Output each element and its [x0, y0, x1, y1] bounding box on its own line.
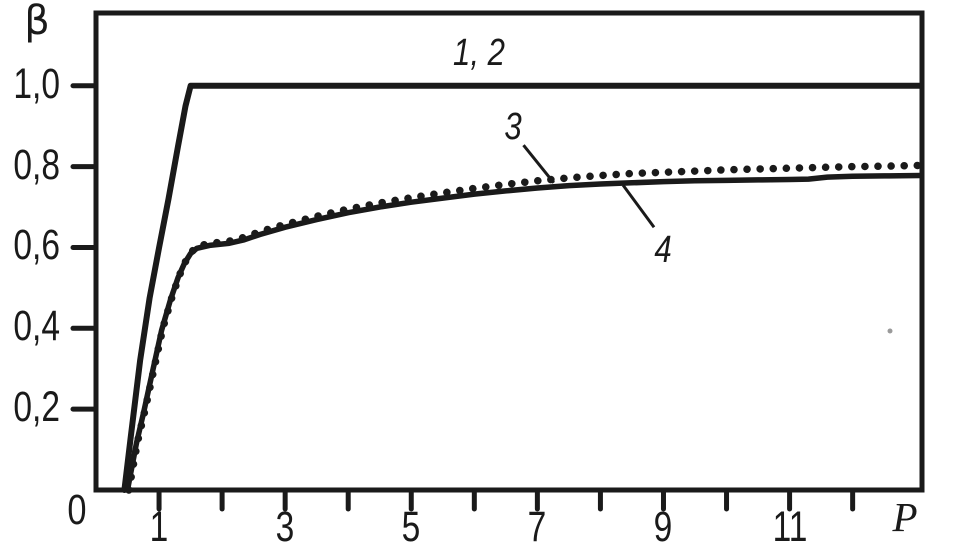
x-tick-label-9: 9	[654, 503, 673, 551]
y-tick-label-0-6: 0,6	[13, 221, 61, 270]
plot-frame	[93, 10, 925, 493]
y-tick-label-0-2: 0,2	[13, 383, 61, 432]
x-tick-label-5: 5	[401, 503, 421, 551]
origin-tick-label: 0	[67, 486, 87, 534]
x-tick-label-3: 3	[275, 503, 295, 551]
leader-line-4	[621, 184, 656, 229]
y-tick-label-0-4: 0,4	[13, 302, 61, 351]
y-axis-title: β	[24, 0, 50, 44]
scan-speck	[887, 328, 893, 334]
x-axis-title: P	[892, 494, 918, 540]
series-curve-1-2	[121, 82, 924, 493]
series-curve-4	[124, 172, 924, 493]
y-tick-label-1: 1,0	[13, 59, 61, 108]
curve-label-3: 3	[504, 106, 523, 149]
curve-label-4: 4	[654, 229, 673, 272]
y-tick-label-0-8: 0,8	[13, 140, 61, 189]
x-tick-label-11: 11	[772, 503, 807, 551]
curve-label-1-2: 1, 2	[452, 32, 505, 75]
series-curve-3	[125, 161, 925, 494]
x-tick-label-7: 7	[528, 503, 547, 551]
x-tick-label-1: 1	[149, 503, 169, 551]
